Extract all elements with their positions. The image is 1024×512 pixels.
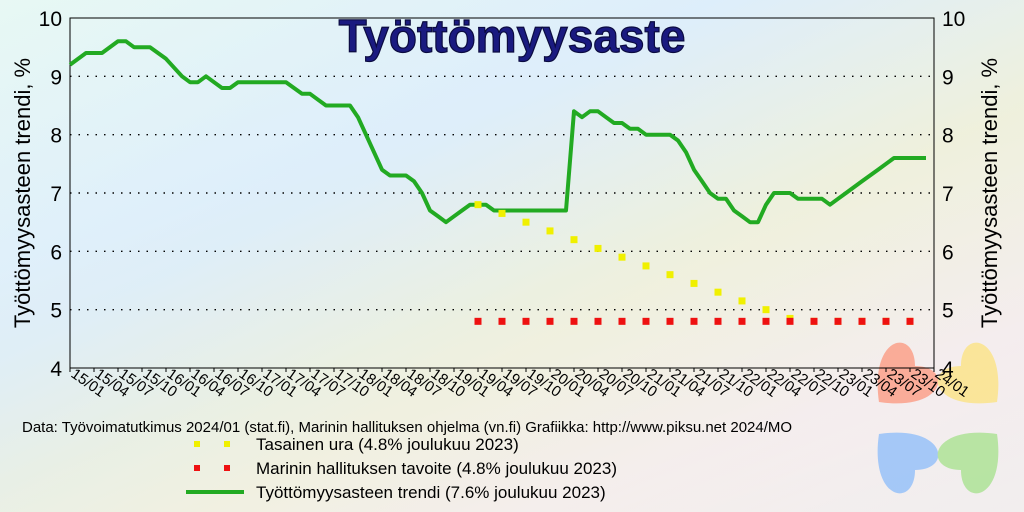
data-point: [618, 317, 626, 325]
legend-swatch: [224, 465, 230, 471]
data-point: [762, 306, 770, 314]
y-tick-label-left: 10: [39, 8, 62, 31]
data-point: [738, 317, 746, 325]
y-tick-label-left: 9: [50, 66, 62, 89]
data-point: [594, 244, 602, 252]
data-point: [690, 279, 698, 287]
y-tick-label-right: 10: [942, 8, 965, 31]
y-tick-label-right: 8: [942, 125, 954, 148]
data-point: [834, 317, 842, 325]
data-point: [906, 317, 914, 325]
data-point: [714, 317, 722, 325]
y-axis-left-title: Työttömyysasteen trendi, %: [10, 58, 35, 328]
y-tick-label-left: 8: [50, 125, 62, 148]
y-tick-label-right: 4: [942, 358, 954, 381]
data-point: [474, 317, 482, 325]
four-heart-clover-logo: [877, 342, 999, 494]
data-point: [690, 317, 698, 325]
y-tick-label-left: 7: [50, 183, 62, 206]
data-point: [618, 253, 626, 261]
data-point: [642, 317, 650, 325]
data-point: [786, 317, 794, 325]
data-point: [570, 317, 578, 325]
legend: Tasainen ura (4.8% joulukuu 2023) Marinin…: [186, 435, 617, 502]
data-point: [546, 317, 554, 325]
data-point: [498, 209, 506, 217]
legend-item: Tasainen ura (4.8% joulukuu 2023): [194, 435, 519, 454]
data-point: [666, 317, 674, 325]
y-axis-left: 4 5 6 7 8 9 10: [39, 8, 63, 381]
legend-label: Työttömyysasteen trendi (7.6% joulukuu 2…: [256, 483, 606, 502]
data-point: [594, 317, 602, 325]
logo-heart-red-icon: [877, 342, 939, 404]
data-point: [810, 317, 818, 325]
logo-heart-yellow-icon: [937, 342, 999, 404]
source-credit: Data: Työvoimatutkimus 2024/01 (stat.fi)…: [22, 419, 792, 436]
legend-swatch: [194, 465, 200, 471]
y-axis-right: 4 5 6 7 8 9 10: [942, 8, 965, 381]
legend-item: Työttömyysasteen trendi (7.6% joulukuu 2…: [186, 483, 606, 502]
data-point: [546, 227, 554, 235]
y-tick-label-right: 7: [942, 183, 954, 206]
data-point: [498, 317, 506, 325]
data-point: [762, 317, 770, 325]
legend-swatch: [224, 441, 230, 447]
data-point: [666, 271, 674, 279]
y-tick-label-left: 4: [50, 358, 62, 381]
data-point: [714, 288, 722, 296]
series-layer: [68, 39, 926, 325]
series-0: [68, 39, 926, 225]
legend-swatch: [194, 441, 200, 447]
data-point: [882, 317, 890, 325]
chart-title: Työttömyysaste: [339, 10, 686, 62]
data-point: [858, 317, 866, 325]
y-axis-right-title: Työttömyysasteen trendi, %: [977, 58, 1002, 328]
y-tick-label-left: 6: [50, 241, 62, 264]
series-2: [474, 317, 914, 325]
data-point: [570, 236, 578, 244]
legend-label: Tasainen ura (4.8% joulukuu 2023): [256, 435, 519, 454]
legend-label: Marinin hallituksen tavoite (4.8% jouluk…: [256, 459, 617, 478]
legend-item: Marinin hallituksen tavoite (4.8% jouluk…: [194, 459, 617, 478]
data-point: [522, 317, 530, 325]
data-point: [474, 201, 482, 209]
trend-line: [68, 39, 926, 225]
data-point: [642, 262, 650, 270]
y-tick-label-left: 5: [50, 300, 62, 323]
logo-heart-green-icon: [937, 432, 999, 494]
data-point: [522, 218, 530, 226]
y-tick-label-right: 6: [942, 241, 954, 264]
y-tick-label-right: 9: [942, 66, 954, 89]
y-tick-label-right: 5: [942, 300, 954, 323]
logo-heart-blue-icon: [877, 432, 939, 494]
data-point: [738, 297, 746, 305]
